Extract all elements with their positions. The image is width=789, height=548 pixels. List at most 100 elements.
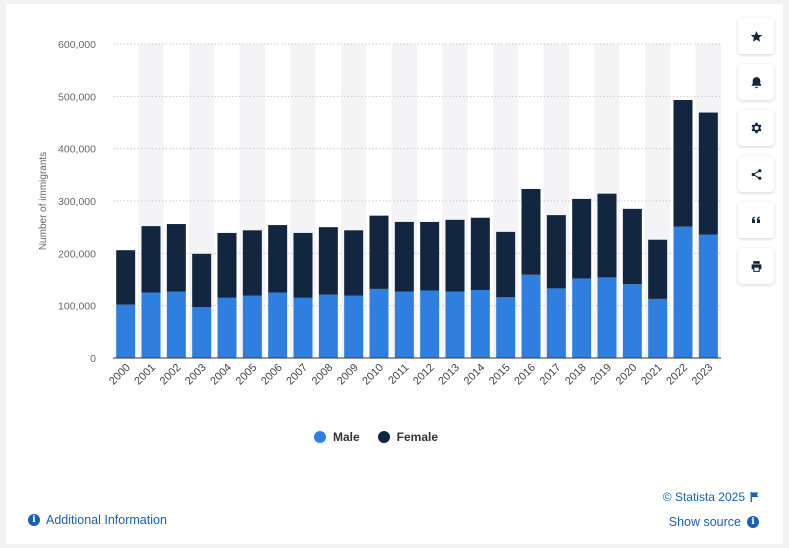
bell-icon xyxy=(751,76,761,88)
show-source-label: Show source xyxy=(668,515,741,529)
bar-female-2010 xyxy=(369,215,389,289)
y-tick-label: 0 xyxy=(90,353,96,365)
bar-female-2000 xyxy=(116,250,136,305)
print-button[interactable] xyxy=(738,248,774,284)
bar-female-2001 xyxy=(141,226,161,293)
bar-male-2012 xyxy=(420,290,440,358)
bar-female-2008 xyxy=(318,227,338,295)
gear-icon xyxy=(751,122,762,134)
bar-male-2001 xyxy=(141,292,161,358)
bar-female-2012 xyxy=(420,221,440,291)
x-tick-label: 2015 xyxy=(487,362,513,388)
x-tick-label: 2011 xyxy=(386,362,411,387)
x-tick-label: 2014 xyxy=(462,362,488,388)
bar-female-2009 xyxy=(344,230,364,296)
x-tick-label: 2018 xyxy=(563,362,589,388)
bar-female-2015 xyxy=(496,231,516,298)
bar-male-2007 xyxy=(293,297,313,358)
bar-male-2000 xyxy=(116,304,136,358)
bar-male-2011 xyxy=(394,291,414,358)
share-button[interactable] xyxy=(738,156,774,192)
bar-female-2006 xyxy=(268,225,288,293)
x-tick-label: 2021 xyxy=(639,362,665,388)
toolbar xyxy=(738,18,774,294)
y-tick-label: 100,000 xyxy=(58,301,96,313)
bar-female-2007 xyxy=(293,232,313,298)
bar-male-2023 xyxy=(698,234,718,358)
bar-female-2004 xyxy=(217,232,237,298)
quote-icon xyxy=(752,216,760,223)
bar-male-2013 xyxy=(445,291,465,358)
x-tick-label: 2005 xyxy=(234,362,260,388)
y-tick-label: 500,000 xyxy=(58,91,96,103)
bar-male-2014 xyxy=(470,289,490,358)
x-tick-label: 2001 xyxy=(132,362,158,388)
copyright[interactable]: © Statista 2025 xyxy=(663,490,759,504)
legend-item-male[interactable]: Male xyxy=(313,430,360,444)
bar-female-2016 xyxy=(521,188,541,275)
copyright-text: © Statista 2025 xyxy=(662,490,745,504)
x-tick-label: 2003 xyxy=(183,362,209,388)
x-tick-label: 2004 xyxy=(208,362,234,388)
bar-male-2018 xyxy=(572,278,592,358)
bar-female-2014 xyxy=(470,217,490,290)
bar-female-2013 xyxy=(445,219,465,292)
legend-label-female: Female xyxy=(396,430,439,444)
bar-female-2021 xyxy=(648,239,668,299)
additional-information-link[interactable]: i Additional Information xyxy=(28,513,167,527)
x-tick-label: 2009 xyxy=(335,362,361,388)
settings-button[interactable] xyxy=(738,110,774,146)
legend-swatch-male xyxy=(313,431,326,443)
bar-female-2019 xyxy=(597,193,617,278)
x-tick-label: 2008 xyxy=(310,362,336,388)
x-tick-label: 2016 xyxy=(512,362,538,388)
bar-male-2004 xyxy=(217,297,237,358)
bar-male-2017 xyxy=(546,288,566,358)
x-tick-label: 2002 xyxy=(158,362,184,388)
flag-icon xyxy=(750,492,759,502)
y-tick-label: 600,000 xyxy=(58,39,96,51)
x-tick-label: 2023 xyxy=(690,362,716,388)
y-tick-label: 400,000 xyxy=(58,144,96,156)
show-source-link[interactable]: Show source i xyxy=(669,515,759,529)
info-icon: i xyxy=(28,514,40,526)
bar-male-2020 xyxy=(622,284,642,358)
legend-swatch-female xyxy=(377,431,390,443)
y-axis-label: Number of immigrants xyxy=(38,152,49,250)
x-tick-label: 2007 xyxy=(284,362,310,388)
bar-male-2008 xyxy=(318,294,338,358)
bar-male-2016 xyxy=(521,274,541,358)
bar-female-2018 xyxy=(572,198,592,279)
star-icon xyxy=(750,30,762,42)
bar-male-2009 xyxy=(344,295,364,358)
bar-male-2005 xyxy=(242,295,262,358)
bar-male-2021 xyxy=(648,298,668,358)
bar-male-2010 xyxy=(369,288,389,358)
bar-male-2015 xyxy=(496,297,516,358)
x-tick-label: 2019 xyxy=(588,362,614,388)
favorite-button[interactable] xyxy=(738,18,774,54)
bar-female-2005 xyxy=(242,230,262,296)
info-icon: i xyxy=(747,516,759,528)
bar-male-2022 xyxy=(673,226,693,358)
bar-male-2002 xyxy=(166,291,186,358)
bar-female-2003 xyxy=(192,253,212,308)
notification-button[interactable] xyxy=(738,64,774,100)
bar-chart: 0 100,000 200,000 300,000 400,000 500,000 600,… xyxy=(38,39,721,388)
bar-female-2017 xyxy=(546,215,566,289)
legend: Male Female xyxy=(6,430,746,444)
bar-male-2006 xyxy=(268,292,288,358)
x-tick-label: 2010 xyxy=(360,362,386,388)
bar-female-2011 xyxy=(394,221,414,292)
chart-card: 0 100,000 200,000 300,000 400,000 500,000 600,… xyxy=(6,4,783,544)
x-tick-label: 2017 xyxy=(538,362,564,388)
y-tick-label: 300,000 xyxy=(58,196,96,208)
legend-item-female[interactable]: Female xyxy=(377,430,439,444)
share-icon xyxy=(751,168,761,180)
cite-button[interactable] xyxy=(738,202,774,238)
additional-information-label: Additional Information xyxy=(46,513,167,527)
bar-female-2023 xyxy=(698,112,718,235)
x-tick-label: 2022 xyxy=(664,362,690,388)
bar-male-2003 xyxy=(192,307,212,358)
x-tick-label: 2020 xyxy=(614,362,640,388)
